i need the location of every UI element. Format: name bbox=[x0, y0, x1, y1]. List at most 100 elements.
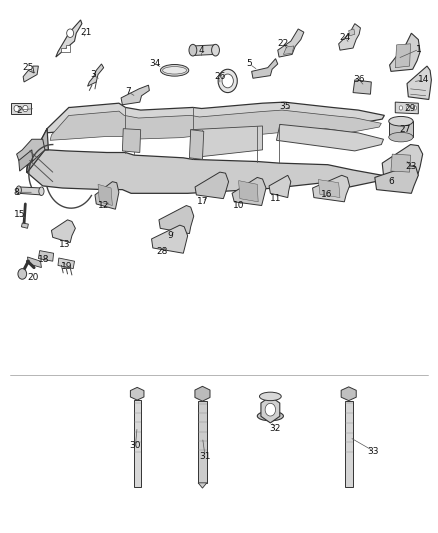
Circle shape bbox=[399, 106, 403, 110]
Text: 34: 34 bbox=[149, 60, 160, 68]
Ellipse shape bbox=[389, 116, 413, 126]
Text: 4: 4 bbox=[199, 46, 205, 55]
Text: 1: 1 bbox=[417, 45, 422, 54]
Circle shape bbox=[413, 106, 417, 110]
Polygon shape bbox=[51, 220, 75, 243]
Polygon shape bbox=[339, 23, 360, 50]
Polygon shape bbox=[21, 223, 28, 228]
Circle shape bbox=[67, 29, 74, 37]
Polygon shape bbox=[131, 387, 144, 400]
Circle shape bbox=[218, 69, 237, 93]
Polygon shape bbox=[189, 130, 204, 159]
Polygon shape bbox=[276, 124, 384, 151]
Circle shape bbox=[18, 269, 27, 279]
Circle shape bbox=[23, 106, 28, 112]
Polygon shape bbox=[56, 20, 82, 57]
Polygon shape bbox=[198, 401, 207, 483]
Text: 7: 7 bbox=[125, 87, 131, 96]
Ellipse shape bbox=[39, 187, 44, 196]
Polygon shape bbox=[122, 128, 141, 152]
Ellipse shape bbox=[189, 44, 197, 56]
Polygon shape bbox=[353, 80, 371, 94]
Polygon shape bbox=[159, 206, 194, 233]
Text: 32: 32 bbox=[269, 424, 280, 433]
Polygon shape bbox=[195, 172, 229, 199]
Text: 16: 16 bbox=[321, 190, 333, 199]
Polygon shape bbox=[341, 387, 356, 401]
Circle shape bbox=[14, 106, 19, 112]
Text: 26: 26 bbox=[214, 72, 226, 81]
Polygon shape bbox=[27, 150, 382, 193]
Polygon shape bbox=[198, 483, 207, 488]
Polygon shape bbox=[391, 154, 410, 172]
Text: 18: 18 bbox=[38, 255, 50, 264]
Text: 9: 9 bbox=[167, 231, 173, 240]
Text: 12: 12 bbox=[98, 201, 110, 210]
Text: 15: 15 bbox=[14, 210, 25, 219]
Polygon shape bbox=[239, 181, 258, 202]
Polygon shape bbox=[39, 251, 53, 261]
Ellipse shape bbox=[212, 44, 219, 56]
Polygon shape bbox=[152, 225, 187, 253]
Polygon shape bbox=[61, 45, 70, 52]
Polygon shape bbox=[88, 64, 104, 86]
Text: 13: 13 bbox=[59, 240, 70, 249]
Ellipse shape bbox=[389, 132, 413, 142]
Ellipse shape bbox=[16, 186, 21, 195]
Text: 10: 10 bbox=[233, 201, 244, 210]
Text: 25: 25 bbox=[23, 63, 34, 72]
Text: 8: 8 bbox=[14, 188, 20, 197]
Ellipse shape bbox=[160, 64, 189, 76]
Text: 27: 27 bbox=[399, 125, 411, 134]
Polygon shape bbox=[27, 128, 48, 172]
Text: 6: 6 bbox=[388, 177, 394, 186]
Text: 3: 3 bbox=[90, 70, 95, 79]
Text: 24: 24 bbox=[339, 33, 351, 42]
Polygon shape bbox=[261, 397, 280, 423]
Polygon shape bbox=[50, 110, 381, 140]
Text: 14: 14 bbox=[418, 75, 429, 84]
Polygon shape bbox=[345, 401, 353, 487]
Text: 19: 19 bbox=[61, 262, 72, 271]
Circle shape bbox=[265, 403, 276, 416]
Text: 36: 36 bbox=[353, 75, 365, 84]
Polygon shape bbox=[269, 175, 291, 198]
Ellipse shape bbox=[259, 392, 281, 401]
Text: 28: 28 bbox=[156, 247, 167, 256]
Polygon shape bbox=[134, 400, 141, 487]
Polygon shape bbox=[28, 257, 42, 268]
Text: 29: 29 bbox=[405, 104, 416, 113]
Polygon shape bbox=[390, 33, 420, 71]
Text: 30: 30 bbox=[130, 441, 141, 450]
Text: 5: 5 bbox=[247, 60, 252, 68]
Text: 21: 21 bbox=[81, 28, 92, 37]
Polygon shape bbox=[389, 121, 413, 137]
Text: 11: 11 bbox=[270, 194, 281, 203]
Polygon shape bbox=[23, 66, 39, 82]
Circle shape bbox=[406, 106, 410, 110]
Polygon shape bbox=[395, 102, 418, 114]
Polygon shape bbox=[318, 180, 340, 198]
Text: 20: 20 bbox=[27, 272, 39, 281]
Text: 31: 31 bbox=[199, 452, 211, 461]
Polygon shape bbox=[17, 139, 45, 166]
Polygon shape bbox=[11, 103, 31, 114]
Polygon shape bbox=[283, 46, 294, 54]
Text: 22: 22 bbox=[278, 39, 289, 49]
Polygon shape bbox=[19, 187, 43, 195]
Circle shape bbox=[222, 74, 233, 88]
Polygon shape bbox=[232, 177, 266, 206]
Polygon shape bbox=[252, 59, 278, 78]
Polygon shape bbox=[313, 175, 350, 202]
Text: 35: 35 bbox=[279, 102, 291, 111]
Polygon shape bbox=[349, 29, 355, 36]
Text: 2: 2 bbox=[16, 106, 21, 115]
Text: 33: 33 bbox=[368, 447, 379, 456]
Ellipse shape bbox=[162, 67, 187, 74]
Polygon shape bbox=[382, 144, 423, 177]
Polygon shape bbox=[191, 126, 262, 158]
Polygon shape bbox=[27, 128, 47, 172]
Polygon shape bbox=[375, 166, 418, 193]
Polygon shape bbox=[278, 29, 304, 57]
Text: 17: 17 bbox=[197, 197, 208, 206]
